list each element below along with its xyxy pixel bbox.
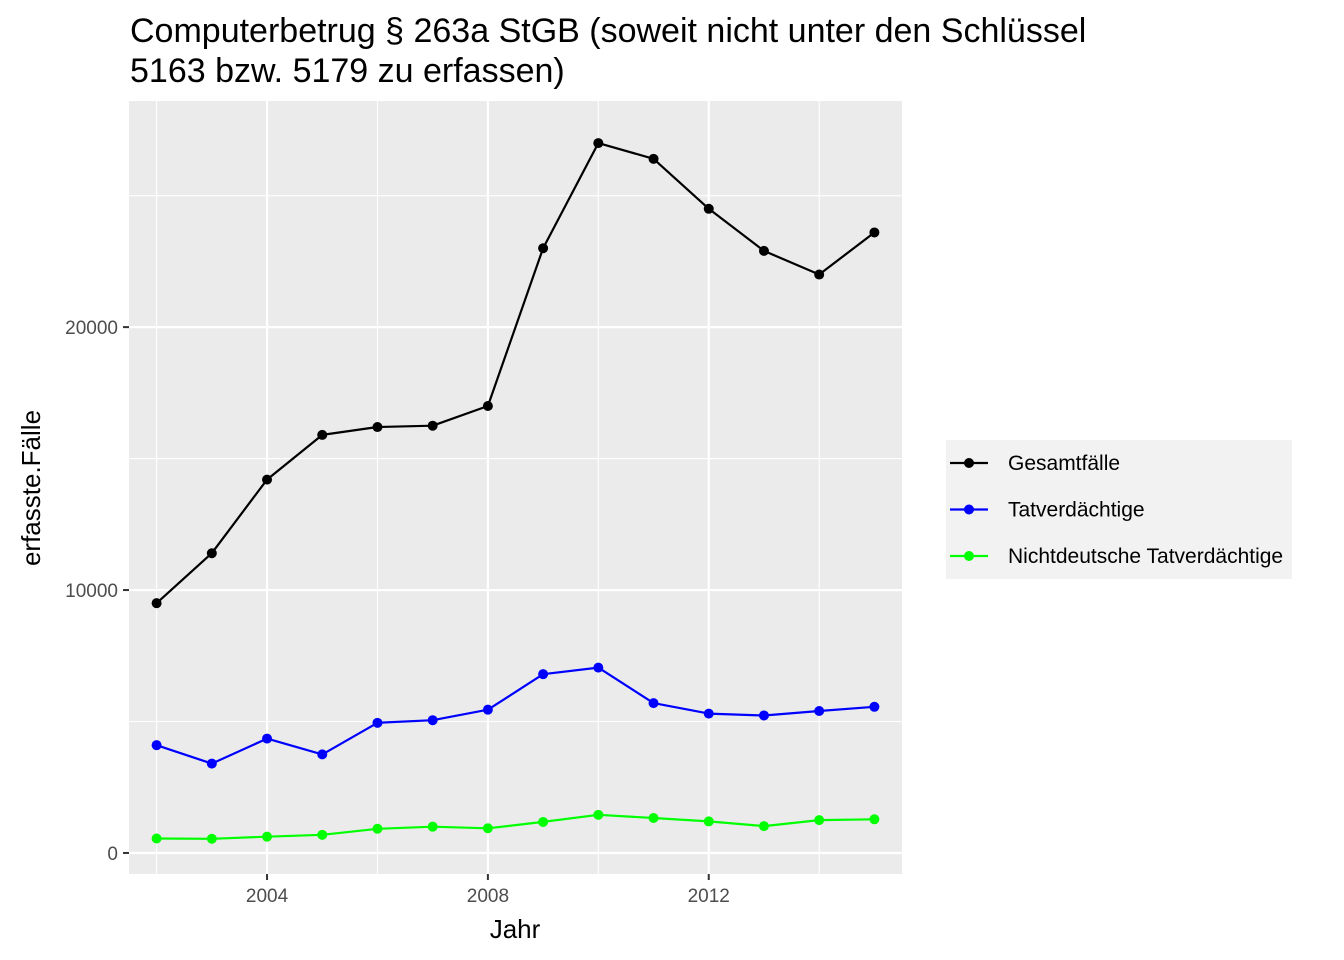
data-point [151,740,162,751]
chart-title-line-2: 5163 bzw. 5179 zu erfassen) [130,52,565,90]
series-layer [151,138,880,844]
y-axis: 0 10000 20000 [65,318,129,865]
data-point [317,829,328,840]
data-point [814,269,825,280]
data-point [482,400,493,411]
chart-title-line-1: Computerbetrug § 263a StGB (soweit nicht… [130,12,1086,50]
data-point [151,598,162,609]
legend-key-point [964,551,974,561]
data-point [206,758,217,769]
data-point [206,548,217,559]
data-point [427,420,438,431]
data-point [262,733,273,744]
data-point [869,814,880,825]
data-point [538,816,549,827]
data-point [372,823,383,834]
series-line-2 [156,813,875,840]
data-point [372,717,383,728]
data-point [317,749,328,760]
data-point [814,815,825,826]
x-axis: 2004 2008 2012 [246,874,730,907]
series-line-1 [156,666,875,765]
data-point [758,245,769,256]
data-point [262,474,273,485]
plot-panel [129,101,902,874]
data-point [372,422,383,433]
data-point [869,227,880,238]
y-tick-label: 10000 [65,581,118,602]
data-point [703,203,714,214]
y-tick-label: 0 [107,844,118,865]
x-tick-label: 2008 [467,886,509,907]
data-point [427,715,438,726]
data-point [703,708,714,719]
data-point [648,153,659,164]
data-point [648,812,659,823]
data-point [151,833,162,844]
data-point [648,698,659,709]
data-point [593,138,604,149]
legend: Gesamtfälle Tatverdächtige Nichtdeutsche T… [950,452,1283,568]
legend-background [946,440,1292,579]
x-tick-label: 2004 [246,886,289,907]
x-tick-label: 2012 [688,886,730,907]
data-point [482,704,493,715]
data-point [538,669,549,680]
legend-label: Tatverdächtige [1008,499,1145,522]
data-point [262,831,273,842]
data-point [427,821,438,832]
legend-label: Nichtdeutsche Tatverdächtige [1008,545,1283,568]
legend-key-point [964,504,974,515]
data-point [538,243,549,254]
y-tick-label: 20000 [65,318,118,339]
data-point [593,809,604,820]
legend-label: Gesamtfälle [1008,452,1120,475]
data-point [482,823,493,834]
series-line-0 [155,142,876,605]
data-point [869,701,880,712]
grid-minor [129,101,902,874]
x-axis-title: Jahr [490,914,541,944]
data-point [814,705,825,716]
data-point [703,816,714,827]
data-point [206,833,217,844]
data-point [593,662,604,673]
data-point [758,821,769,832]
data-point [317,429,328,440]
legend-key-point [964,458,974,468]
data-point [758,710,769,721]
y-axis-title: erfasste.Fälle [16,410,46,566]
